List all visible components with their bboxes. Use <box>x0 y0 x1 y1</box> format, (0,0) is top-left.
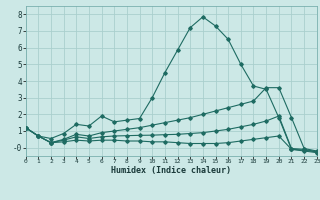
X-axis label: Humidex (Indice chaleur): Humidex (Indice chaleur) <box>111 166 231 175</box>
